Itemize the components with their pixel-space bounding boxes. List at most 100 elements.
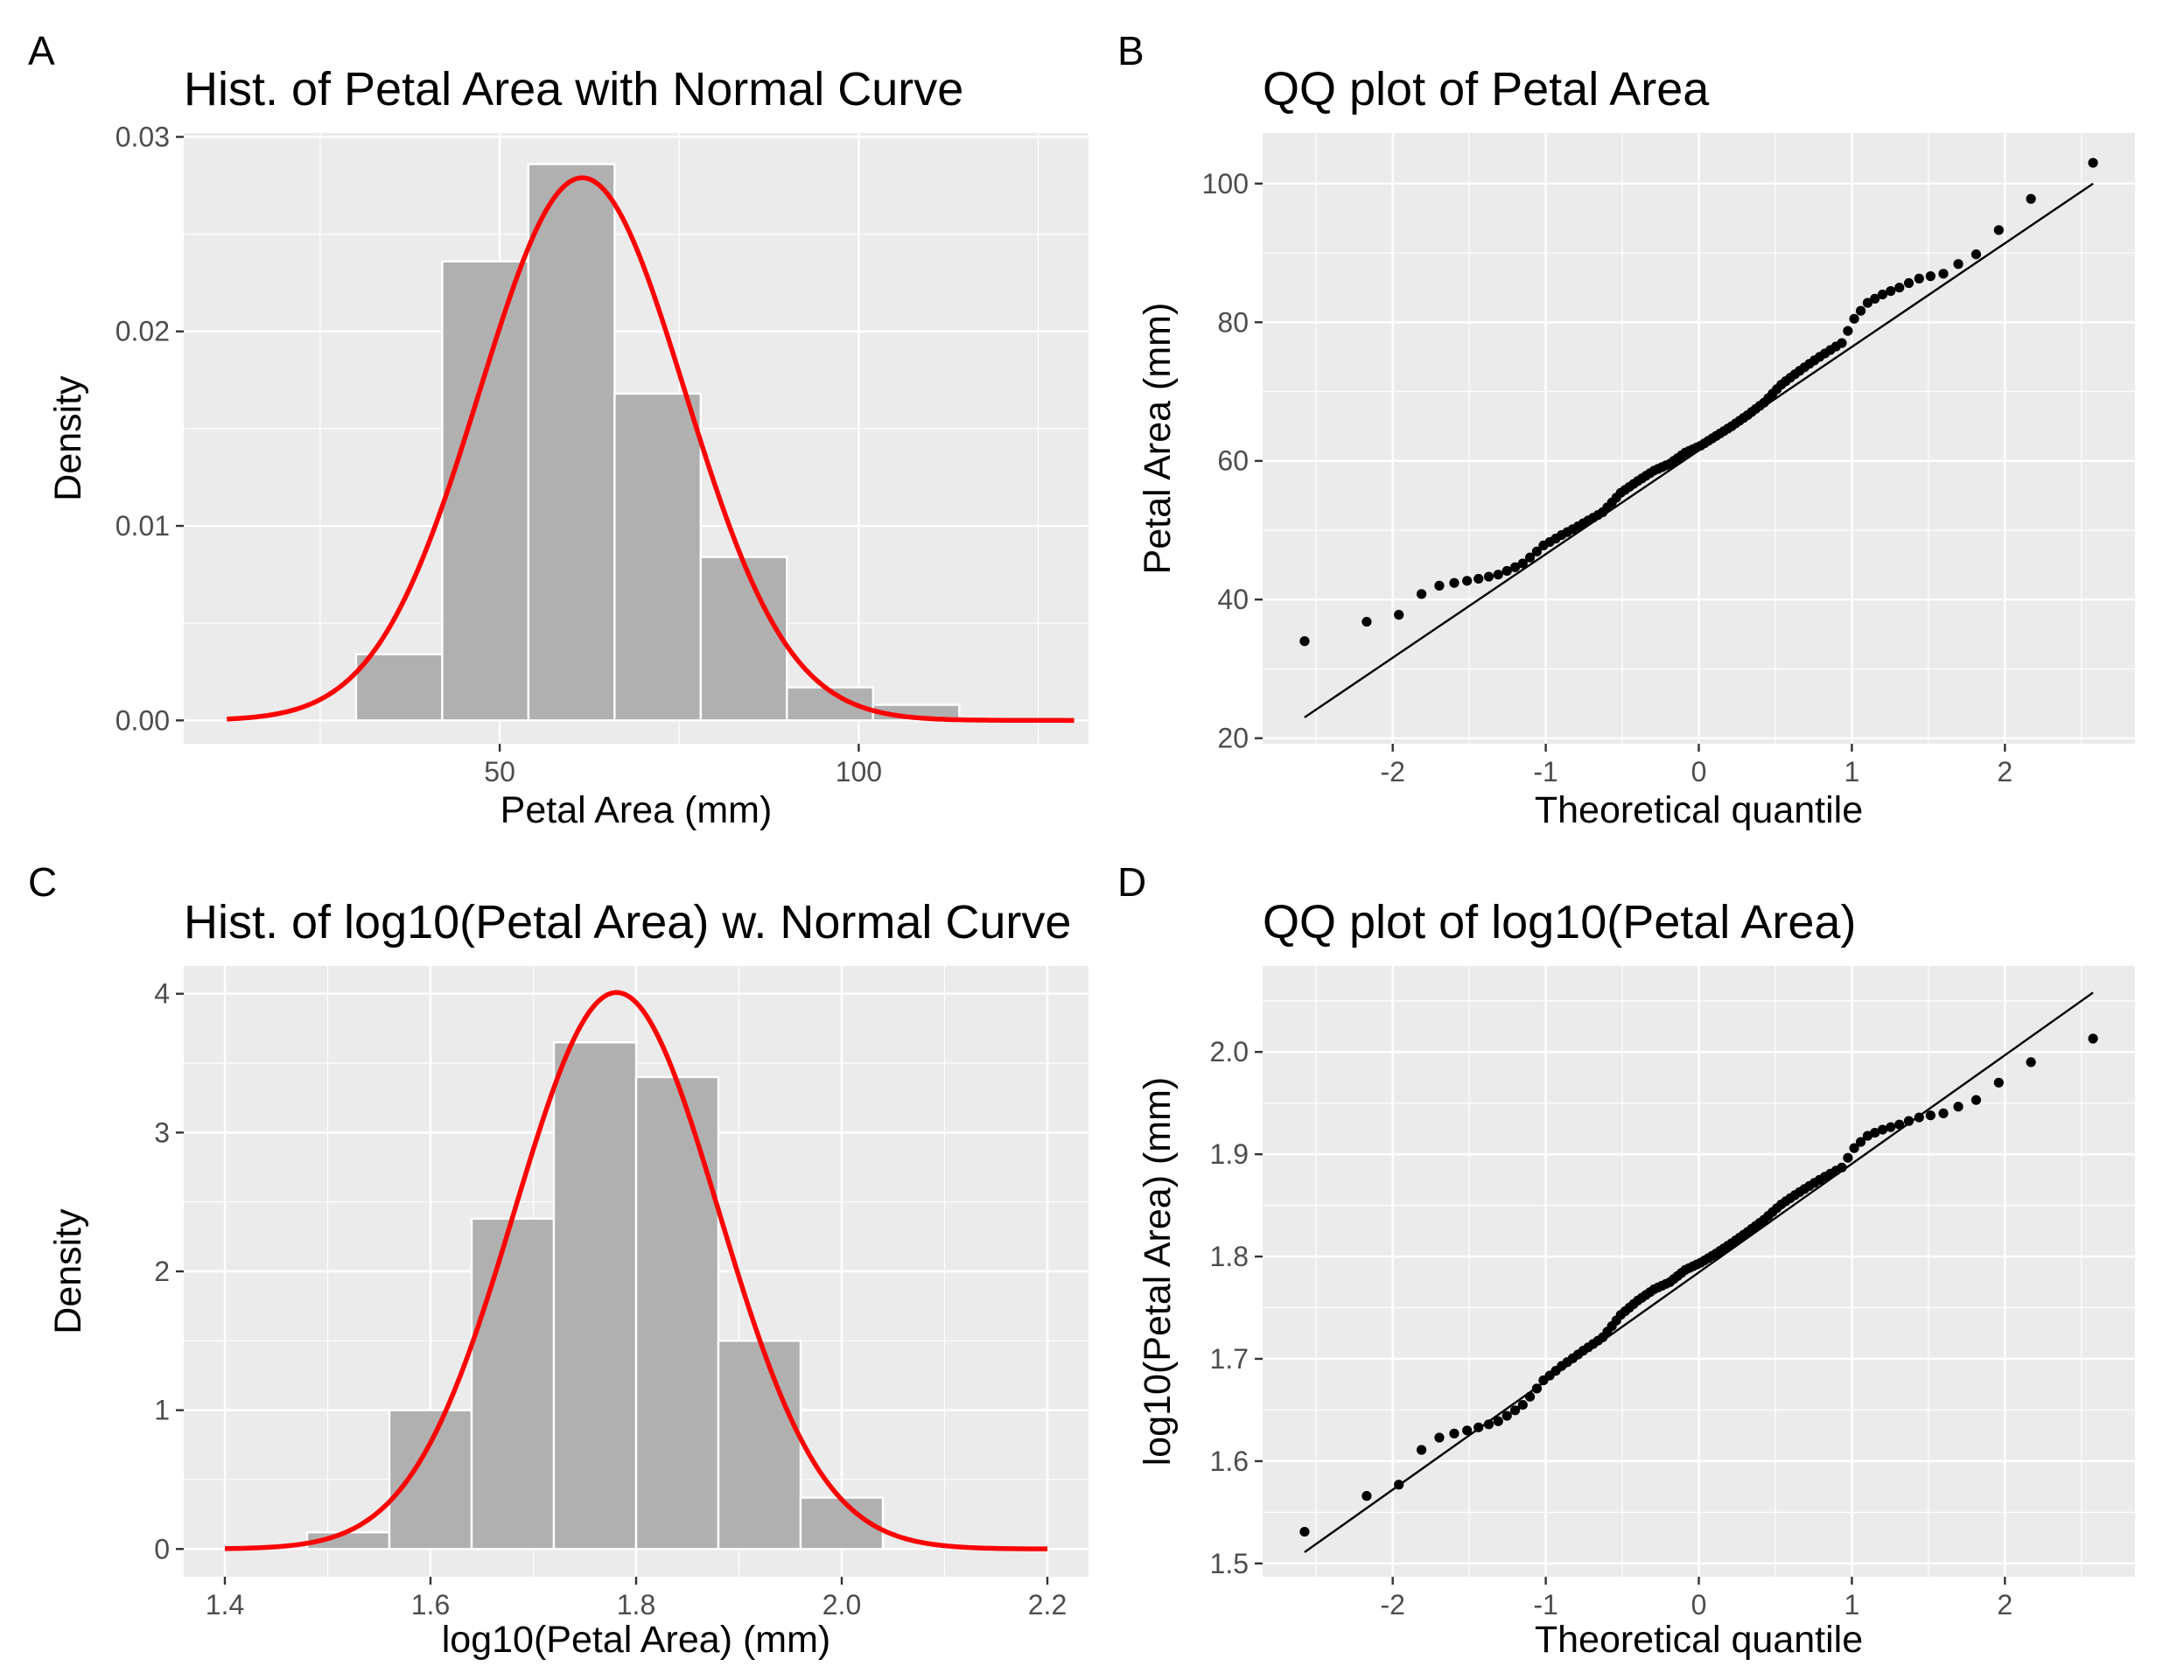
y-tick-label: 40 [1217, 584, 1249, 615]
y-tick-label: 0.00 [116, 704, 170, 736]
histogram-bar [470, 1217, 556, 1550]
x-tick-label: -2 [1380, 1589, 1404, 1620]
histogram-bar [634, 1075, 720, 1550]
normal-curve [227, 175, 1074, 724]
qq-point [1434, 580, 1445, 591]
qq-point [1483, 1419, 1494, 1430]
qq-point [1993, 1077, 2004, 1088]
gridlines [1263, 966, 2135, 1577]
qq-point [1462, 1425, 1473, 1436]
histogram-bar [441, 260, 530, 722]
y-axis-title: Petal Area (mm) [1137, 303, 1179, 575]
y-tick-label: 1.6 [1210, 1446, 1249, 1477]
qq-point [1855, 305, 1866, 316]
panel-label: C [28, 859, 57, 905]
qq-point [1925, 271, 1936, 282]
histogram-bar [699, 556, 788, 722]
qq-point [1877, 1124, 1888, 1135]
qq-point [1870, 293, 1880, 304]
panel-label: A [28, 28, 55, 74]
qq-point [1843, 1152, 1853, 1163]
qq-point [2088, 1033, 2098, 1044]
y-axis-title: Density [47, 1208, 89, 1334]
y-tick-label: 0.01 [116, 510, 170, 542]
data-marks [224, 990, 1048, 1551]
qq-point [1886, 1122, 1896, 1132]
qq-reference-line [1304, 991, 2094, 1553]
qq-point [1894, 1119, 1905, 1130]
qq-point [1462, 576, 1473, 586]
x-tick-label: 1.8 [617, 1589, 655, 1620]
x-tick-label: 2.2 [1028, 1589, 1067, 1620]
qq-point [1837, 1162, 1847, 1172]
qq-point [1299, 636, 1310, 647]
y-tick-label: 0 [154, 1533, 170, 1564]
panel-label: D [1117, 859, 1146, 905]
x-axis-title: log10(Petal Area) (mm) [442, 1619, 831, 1661]
y-tick-label: 1 [154, 1395, 170, 1426]
data-marks [1299, 158, 2098, 718]
qq-point [1394, 1480, 1404, 1490]
chart-title: Hist. of Petal Area with Normal Curve [184, 63, 963, 116]
qq-point [1914, 1112, 1924, 1123]
histogram-bar [354, 653, 444, 722]
x-axis: 50 100 [484, 744, 882, 788]
x-axis: 1.4 1.6 1.8 2.0 2.2 [206, 1577, 1067, 1620]
qq-point [1517, 558, 1528, 569]
x-axis: -2 -1 0 1 2 [1380, 1577, 2012, 1620]
qq-point [1524, 1391, 1536, 1402]
chart-title: QQ plot of log10(Petal Area) [1263, 896, 1856, 948]
chart-title: Hist. of log10(Petal Area) w. Normal Cur… [184, 896, 1071, 948]
qq-point [1362, 616, 1372, 627]
qq-point [1483, 571, 1494, 582]
qq-point [1434, 1432, 1445, 1443]
y-tick-label: 1.8 [1210, 1241, 1249, 1272]
qq-point [1925, 1110, 1936, 1121]
histogram-bar [613, 392, 703, 722]
qq-point [1394, 610, 1404, 620]
qq-point [2088, 158, 2098, 168]
qq-point [1416, 589, 1427, 599]
x-tick-label: 2 [1997, 1589, 2012, 1620]
qq-point [1502, 1410, 1512, 1421]
data-marks [227, 163, 1074, 724]
qq-point [1449, 1428, 1460, 1438]
panel-c: C Hist. of log10(Petal Area) w. Normal Cu… [28, 859, 1088, 1661]
x-tick-label: -2 [1380, 756, 1404, 788]
qq-point [1862, 298, 1873, 308]
y-axis: 0.00 0.01 0.02 0.03 [116, 121, 184, 736]
qq-point [1849, 313, 1859, 324]
y-tick-label: 60 [1217, 445, 1249, 477]
qq-point [1299, 1526, 1310, 1537]
y-tick-label: 1.9 [1210, 1138, 1249, 1170]
y-axis: 20 40 60 80 100 [1202, 168, 1263, 754]
histogram-bar [552, 1041, 638, 1550]
qq-point [1416, 1445, 1427, 1455]
qq-point [1938, 269, 1949, 279]
histogram-bar [717, 1340, 802, 1550]
panel-d: DQQ plot of log10(Petal Area)-2 -1 0 1 21.51… [1117, 859, 2135, 1661]
qq-point [1524, 552, 1536, 563]
x-tick-label: 100 [836, 756, 882, 788]
y-tick-label: 2.0 [1210, 1036, 1249, 1068]
x-tick-label: 0 [1691, 756, 1707, 788]
normal-curve [224, 990, 1048, 1551]
qq-point [1914, 273, 1924, 284]
qq-point [1531, 546, 1543, 556]
qq-point [2026, 1057, 2036, 1068]
qq-point [1953, 1102, 1964, 1112]
qq-point [1970, 1095, 1982, 1105]
x-tick-label: 1 [1844, 1589, 1860, 1620]
qq-point [1870, 1127, 1880, 1138]
y-axis: 0 1 2 3 4 [154, 978, 184, 1564]
y-axis-title: log10(Petal Area) (mm) [1137, 1077, 1179, 1466]
chart-title: QQ plot of Petal Area [1263, 63, 1710, 116]
y-tick-label: 1.5 [1210, 1548, 1249, 1579]
qq-point [1493, 570, 1503, 580]
qq-point [1886, 286, 1896, 297]
qq-point [1993, 225, 2004, 235]
qq-point [1509, 562, 1521, 572]
y-tick-label: 0.02 [116, 316, 170, 347]
qq-point [1502, 565, 1512, 577]
qq-point [1837, 338, 1847, 348]
